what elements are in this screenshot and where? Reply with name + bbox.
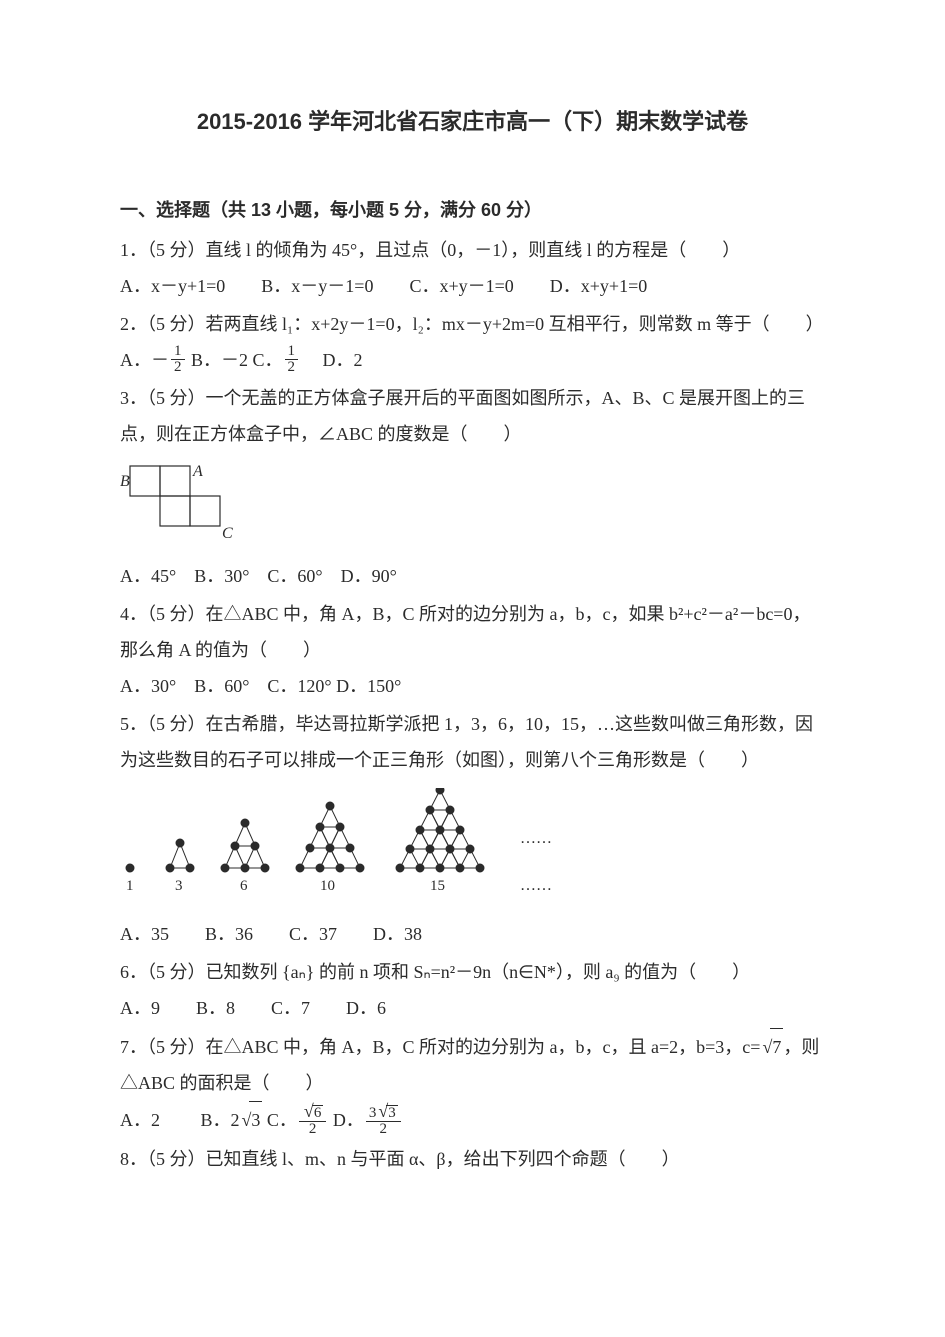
q7-optB: B．23 xyxy=(201,1110,263,1130)
question-7: 7．（5 分）在△ABC 中，角 A，B，C 所对的边分别为 a，b，c，且 a… xyxy=(120,1028,825,1139)
q5-figure: …… 1 3 6 10 15 …… xyxy=(120,788,825,910)
q4-stem: 4．（5 分）在△ABC 中，角 A，B，C 所对的边分别为 a，b，c，如果 … xyxy=(120,596,825,668)
q2-options: A．－12 B．－2 C．12 D．2 xyxy=(120,342,825,378)
svg-text:B: B xyxy=(120,473,130,490)
svg-text:……: …… xyxy=(520,830,552,847)
question-1: 1．（5 分）直线 l 的倾角为 45°，且过点（0，－1），则直线 l 的方程… xyxy=(120,232,825,304)
q3-figure: B A C xyxy=(120,462,825,552)
svg-text:……: …… xyxy=(520,877,552,894)
q4-options: A．30° B．60° C．120° D．150° xyxy=(120,668,825,704)
q2-optC-pre: C． xyxy=(253,350,283,370)
frac-half-1: 12 xyxy=(171,344,185,375)
svg-text:10: 10 xyxy=(320,878,335,894)
q1-options: A．x－y+1=0 B．x－y－1=0 C．x+y－1=0 D．x+y+1=0 xyxy=(120,268,825,304)
frac-half-2: 12 xyxy=(285,344,299,375)
section-header: 一、选择题（共 13 小题，每小题 5 分，满分 60 分） xyxy=(120,192,825,228)
q6-options: A．9 B．8 C．7 D．6 xyxy=(120,990,825,1026)
q6-stem: 6．（5 分）已知数列 {aₙ} 的前 n 项和 Sₙ=n²－9n（n∈N*），… xyxy=(120,954,825,990)
q2-optB: B．－2 xyxy=(191,350,248,370)
q7-stem: 7．（5 分）在△ABC 中，角 A，B，C 所对的边分别为 a，b，c，且 a… xyxy=(120,1028,825,1101)
q8-stem: 8．（5 分）已知直线 l、m、n 与平面 α、β，给出下列四个命题（ ） xyxy=(120,1141,825,1177)
question-2: 2．（5 分）若两直线 l₁：x+2y－1=0，l₂：mx－y+2m=0 互相平… xyxy=(120,306,825,378)
q2-stem: 2．（5 分）若两直线 l₁：x+2y－1=0，l₂：mx－y+2m=0 互相平… xyxy=(120,306,825,342)
q1-stem: 1．（5 分）直线 l 的倾角为 45°，且过点（0，－1），则直线 l 的方程… xyxy=(120,232,825,268)
q5-options: A．35 B．36 C．37 D．38 xyxy=(120,916,825,952)
question-3: 3．（5 分）一个无盖的正方体盒子展开后的平面图如图所示，A、B、C 是展开图上… xyxy=(120,380,825,594)
q5-stem: 5．（5 分）在古希腊，毕达哥拉斯学派把 1，3，6，10，15，…这些数叫做三… xyxy=(120,706,825,778)
sqrt-7: 7 xyxy=(760,1028,783,1065)
q7-optD: D．332 xyxy=(333,1110,403,1130)
question-6: 6．（5 分）已知数列 {aₙ} 的前 n 项和 Sₙ=n²－9n（n∈N*），… xyxy=(120,954,825,1026)
q3-stem: 3．（5 分）一个无盖的正方体盒子展开后的平面图如图所示，A、B、C 是展开图上… xyxy=(120,380,825,452)
svg-text:1: 1 xyxy=(126,878,134,894)
question-8: 8．（5 分）已知直线 l、m、n 与平面 α、β，给出下列四个命题（ ） xyxy=(120,1141,825,1177)
q7-optA: A．2 xyxy=(120,1110,160,1130)
q7-options: A．2 B．23 C．62 D．332 xyxy=(120,1101,825,1139)
q2-optA-pre: A．－ xyxy=(120,350,169,370)
svg-text:3: 3 xyxy=(175,878,183,894)
svg-text:6: 6 xyxy=(240,878,248,894)
svg-text:15: 15 xyxy=(430,878,445,894)
exam-title: 2015-2016 学年河北省石家庄市高一（下）期末数学试卷 xyxy=(120,100,825,144)
question-4: 4．（5 分）在△ABC 中，角 A，B，C 所对的边分别为 a，b，c，如果 … xyxy=(120,596,825,704)
svg-text:A: A xyxy=(192,463,203,480)
q2-optD: D．2 xyxy=(323,350,363,370)
q7-optC: C．62 xyxy=(267,1110,333,1130)
question-5: 5．（5 分）在古希腊，毕达哥拉斯学派把 1，3，6，10，15，…这些数叫做三… xyxy=(120,706,825,952)
svg-text:C: C xyxy=(222,525,233,540)
q3-options: A．45° B．30° C．60° D．90° xyxy=(120,558,825,594)
